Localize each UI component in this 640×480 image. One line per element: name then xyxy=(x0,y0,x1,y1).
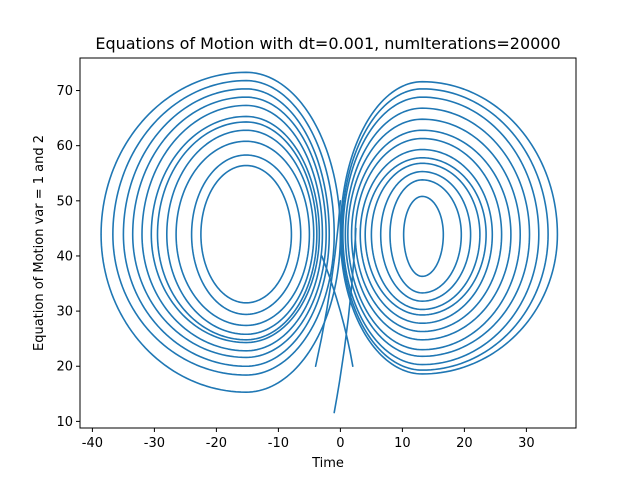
trajectory-loop-right xyxy=(402,195,445,278)
y-tick-label: 60 xyxy=(56,139,73,154)
y-tick-label: 10 xyxy=(56,415,73,430)
trajectory-loop-left xyxy=(131,96,327,359)
y-tick-label: 50 xyxy=(56,194,73,209)
trajectory-crossing xyxy=(333,227,357,414)
x-tick-label: 20 xyxy=(456,436,473,451)
trajectory-loop-right xyxy=(339,80,559,375)
y-tick-label: 40 xyxy=(56,249,73,264)
x-tick-label: 30 xyxy=(518,436,535,451)
x-tick-label: 0 xyxy=(336,436,344,451)
x-axis-label: Time xyxy=(311,456,344,471)
y-tick-label: 20 xyxy=(56,360,73,375)
trajectory-loop-left xyxy=(190,154,302,316)
trajectory-loop-right xyxy=(370,162,481,311)
trajectory-loop-right xyxy=(350,129,512,341)
trajectory-loop-right xyxy=(340,88,549,371)
plot-area xyxy=(100,71,559,414)
trajectory-loop-left xyxy=(156,121,318,341)
x-tick-label: 10 xyxy=(394,436,411,451)
trajectory-crossing xyxy=(321,255,354,368)
trajectory-loop-right xyxy=(379,170,472,302)
y-axis-ticks: 10 20 30 40 50 60 70 xyxy=(56,84,80,430)
trajectory-loop-left xyxy=(112,79,336,376)
trajectory-loop-left xyxy=(100,71,342,393)
trajectory-loop-left xyxy=(122,88,331,368)
trajectory-loop-left xyxy=(150,115,321,344)
trajectory-loop-right xyxy=(389,179,463,294)
trajectory-loop-right xyxy=(342,96,540,366)
trajectory-crossing xyxy=(314,200,342,368)
chart-title: Equations of Motion with dt=0.001, numIt… xyxy=(95,34,560,53)
y-tick-label: 70 xyxy=(56,84,73,99)
y-axis-label: Equation of Motion var = 1 and 2 xyxy=(32,135,47,351)
trajectory-loop-right xyxy=(364,157,487,316)
trajectory-loop-left xyxy=(175,140,311,327)
x-axis-ticks: -40 -30 -20 -10 0 10 20 30 xyxy=(82,428,535,451)
trajectory-loop-left xyxy=(141,104,324,352)
trajectory-loop-left xyxy=(166,129,315,336)
trajectory-loop-right xyxy=(359,148,494,325)
trajectory-loop-left xyxy=(200,164,293,304)
trajectory-loop-right xyxy=(347,118,522,351)
x-tick-label: -20 xyxy=(206,436,227,451)
x-tick-label: -40 xyxy=(82,436,103,451)
trajectory-loop-right xyxy=(344,107,531,358)
y-tick-label: 30 xyxy=(56,305,73,320)
x-tick-label: -10 xyxy=(268,436,289,451)
x-tick-label: -30 xyxy=(144,436,165,451)
axes-frame xyxy=(79,57,577,429)
